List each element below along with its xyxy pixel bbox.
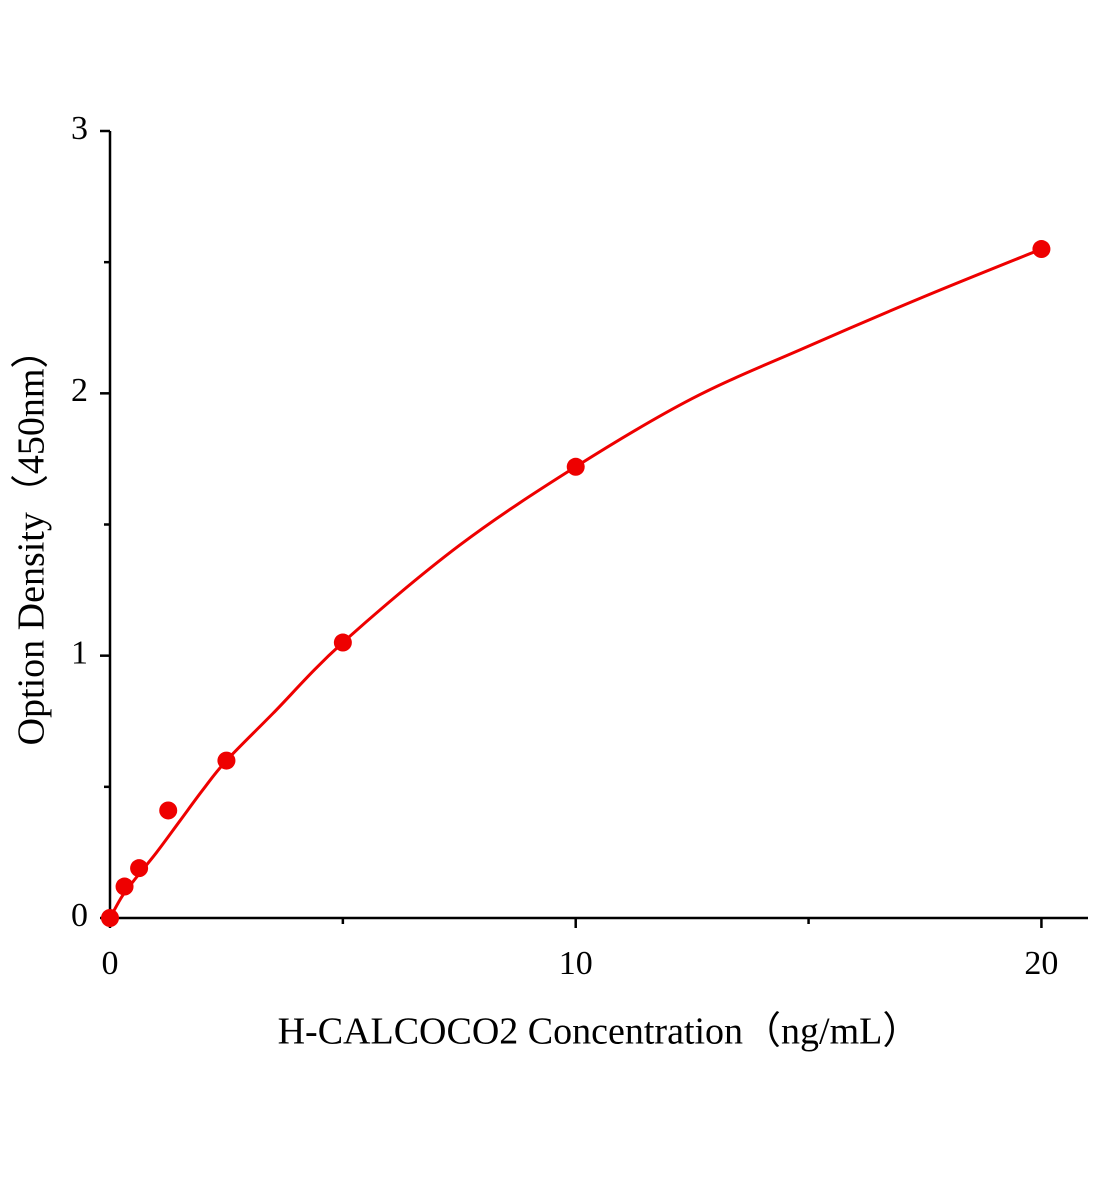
x-axis-label: H-CALCOCO2 Concentration（ng/mL） <box>278 1011 921 1053</box>
y-axis-label: Option Density（450nm） <box>11 331 53 746</box>
data-point <box>333 633 352 652</box>
y-tick-label: 2 <box>71 372 88 409</box>
data-point <box>566 457 585 476</box>
y-tick-label: 1 <box>71 634 88 671</box>
fit-curve <box>108 247 1042 919</box>
data-point <box>1032 240 1051 259</box>
data-point <box>159 801 178 820</box>
x-tick-label: 20 <box>1024 945 1058 982</box>
y-tick-label: 0 <box>71 897 88 934</box>
data-point <box>217 751 236 770</box>
data-point <box>101 909 119 927</box>
x-tick-label: 0 <box>102 945 119 982</box>
x-tick-label: 10 <box>559 945 593 982</box>
y-tick-label: 3 <box>71 110 88 147</box>
data-point <box>115 877 134 896</box>
data-point <box>130 859 149 878</box>
